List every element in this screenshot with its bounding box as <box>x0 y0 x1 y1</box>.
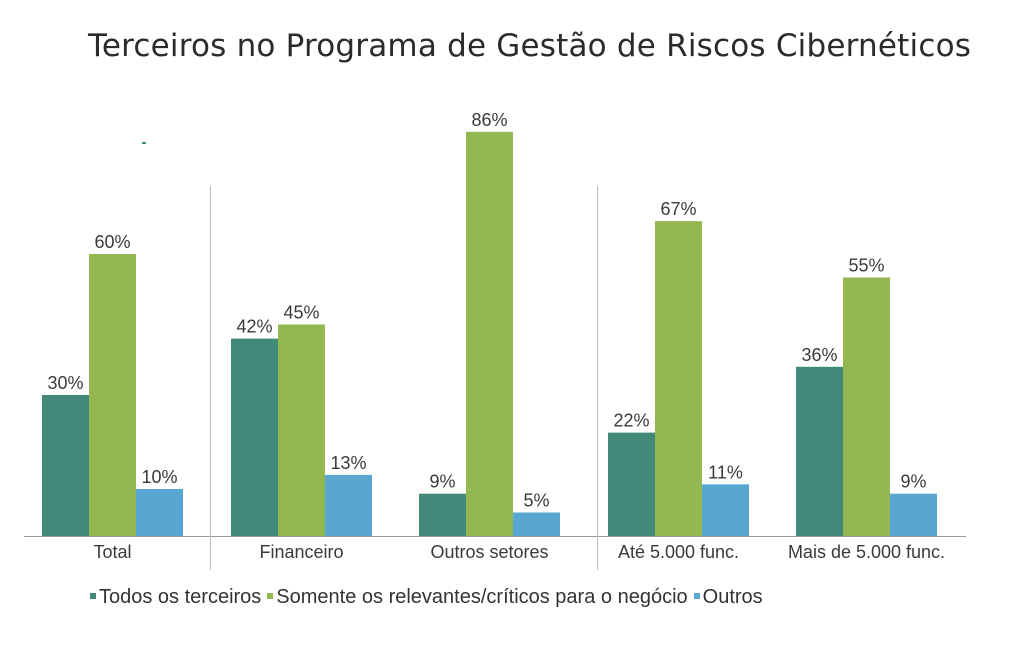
stray-mark <box>142 142 146 144</box>
legend-item-2: Somente os relevantes/críticos para o ne… <box>267 586 688 609</box>
data-label: 36% <box>801 345 837 365</box>
data-label: 45% <box>283 303 319 323</box>
bar-2-financeiro <box>278 324 325 536</box>
data-label: 42% <box>236 317 272 337</box>
data-label: 30% <box>47 373 83 393</box>
legend-swatch <box>267 592 274 599</box>
bar-3-outros-setores <box>513 512 560 536</box>
bar-3-total <box>136 489 183 536</box>
legend-label: Outros <box>702 586 763 608</box>
data-label: 11% <box>708 462 743 482</box>
data-labels-layer: 30% 60% 10% 42% 45% 13% 9% 86% 5% 22% 67% 11% 36% 55%… <box>47 110 926 511</box>
legend-label: Todos os terceiros <box>99 586 262 608</box>
x-tick-label: Outros setores <box>430 542 548 562</box>
bar-2-mais-de-5-000-func- <box>843 277 890 536</box>
data-label: 86% <box>471 110 507 130</box>
bar-1-mais-de-5-000-func- <box>796 366 843 536</box>
legend-item-3: Outros <box>693 586 763 609</box>
axis-layer: Total Financeiro Outros setores Até 5.000 f… <box>24 186 966 570</box>
chart-title: Terceiros no Programa de Gestão de Risco… <box>88 28 972 64</box>
bar-2-total <box>89 254 136 536</box>
data-label: 9% <box>429 472 455 492</box>
x-tick-label: Até 5.000 func. <box>618 542 739 562</box>
legend-item-1: Todos os terceiros <box>90 586 261 609</box>
legend-label: Somente os relevantes/críticos para o ne… <box>276 586 688 608</box>
legend-swatch <box>693 592 700 599</box>
legend: Todos os terceiros Somente os relevantes/… <box>90 586 769 609</box>
bar-2-at-5-000-func- <box>655 221 702 536</box>
data-label: 9% <box>900 472 926 492</box>
data-label: 5% <box>523 491 549 511</box>
data-label: 13% <box>330 453 366 473</box>
data-label: 55% <box>848 256 884 276</box>
bar-3-financeiro <box>325 474 372 536</box>
data-label: 67% <box>660 199 696 219</box>
bar-3-mais-de-5-000-func- <box>890 493 937 536</box>
x-tick-label: Mais de 5.000 func. <box>788 542 945 562</box>
bar-2-outros-setores <box>466 131 513 537</box>
bar-1-outros-setores <box>419 493 466 536</box>
bars-layer <box>42 131 937 537</box>
legend-swatch <box>90 592 96 599</box>
bar-1-financeiro <box>231 338 278 536</box>
x-tick-label: Total <box>93 542 131 562</box>
data-label: 60% <box>94 232 130 252</box>
data-label: 10% <box>141 467 177 487</box>
bar-3-at-5-000-func- <box>702 484 749 536</box>
x-tick-label: Financeiro <box>259 542 343 562</box>
bar-1-total <box>42 395 89 536</box>
data-label: 22% <box>613 411 649 431</box>
bar-1-at-5-000-func- <box>608 432 655 536</box>
